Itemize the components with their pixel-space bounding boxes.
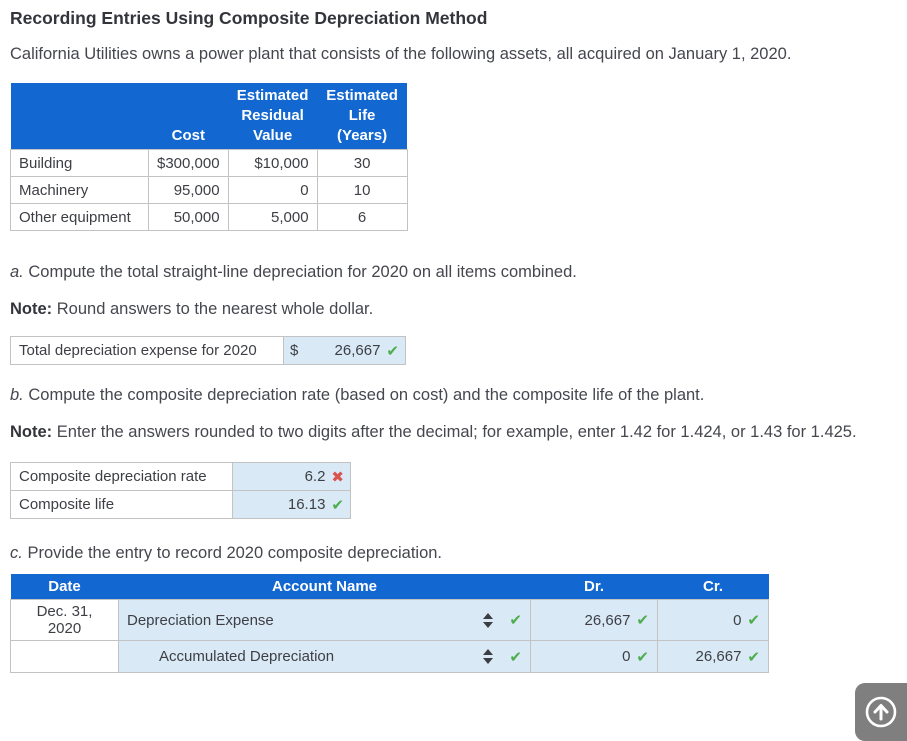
composite-life-input-cell[interactable]: 16.13 ✔	[232, 490, 351, 519]
scroll-to-top-button[interactable]	[855, 683, 907, 741]
note-text: Enter the answers rounded to two digits …	[56, 423, 857, 441]
section-a-letter: a.	[10, 263, 24, 281]
journal-header-cr: Cr.	[657, 574, 769, 600]
correct-check-icon: ✔	[747, 648, 760, 666]
correct-check-icon: ✔	[747, 612, 760, 629]
asset-life: 6	[316, 203, 408, 231]
composite-life-label: Composite life	[10, 490, 233, 519]
section-a-note: Note: Round answers to the nearest whole…	[10, 297, 894, 321]
dropdown-arrows-icon[interactable]	[483, 612, 494, 628]
section-b-heading: b. Compute the composite depreciation ra…	[10, 386, 897, 405]
account-select-cell[interactable]: Depreciation Expense ✔	[118, 599, 531, 641]
note-text: Round answers to the nearest whole dolla…	[56, 300, 374, 318]
journal-date	[10, 640, 119, 673]
debit-input-cell[interactable]: 0 ✔	[530, 640, 658, 673]
assets-table: Cost Estimated Residual Value Estimated …	[10, 83, 408, 231]
table-row: Machinery 95,000 0 10	[10, 176, 408, 204]
credit-value[interactable]: 26,667	[695, 648, 742, 665]
debit-input-cell[interactable]: 26,667 ✔	[530, 599, 658, 641]
journal-header-account: Account Name	[118, 574, 531, 600]
assets-header-life: Estimated Life (Years)	[317, 83, 408, 150]
composite-rate-label: Composite depreciation rate	[10, 462, 233, 491]
debit-value[interactable]: 0	[622, 648, 631, 665]
journal-row-credit: Accumulated Depreciation ✔ 0 ✔ 26,667 ✔	[10, 640, 769, 673]
debit-value[interactable]: 26,667	[584, 611, 631, 629]
account-select-cell[interactable]: Accumulated Depreciation ✔	[118, 640, 531, 673]
section-c-text: Provide the entry to record 2020 composi…	[27, 544, 443, 562]
composite-rate-value[interactable]: 6.2	[304, 468, 326, 485]
table-row: Composite life 16.13 ✔	[10, 490, 351, 519]
depreciation-answer-table: Total depreciation expense for 2020 $ 26…	[10, 336, 406, 365]
answer-row-label: Total depreciation expense for 2020	[10, 336, 284, 365]
correct-check-icon: ✔	[636, 612, 649, 629]
section-b-text: Compute the composite depreciation rate …	[28, 386, 705, 404]
note-label: Note:	[10, 423, 53, 441]
section-b-note: Note: Enter the answers rounded to two d…	[10, 420, 894, 444]
correct-check-icon: ✔	[509, 612, 522, 629]
asset-cost: 95,000	[148, 176, 229, 204]
total-depreciation-value[interactable]: 26,667	[334, 342, 381, 359]
credit-input-cell[interactable]: 26,667 ✔	[657, 640, 769, 673]
currency-symbol: $	[290, 342, 299, 359]
section-c-heading: c. Provide the entry to record 2020 comp…	[10, 544, 897, 563]
note-label: Note:	[10, 300, 53, 318]
problem-content: Recording Entries Using Composite Deprec…	[10, 8, 897, 673]
account-name-value[interactable]: Depreciation Expense	[127, 611, 274, 629]
table-row: Composite depreciation rate 6.2 ✖	[10, 462, 351, 491]
asset-cost: 50,000	[148, 203, 229, 231]
incorrect-x-icon: ✖	[331, 468, 344, 486]
correct-check-icon: ✔	[386, 342, 399, 360]
page-title: Recording Entries Using Composite Deprec…	[10, 8, 488, 28]
asset-name: Building	[10, 149, 149, 177]
section-a-text: Compute the total straight-line deprecia…	[28, 263, 577, 281]
correct-check-icon: ✔	[636, 648, 649, 666]
up-arrow-icon	[865, 696, 897, 728]
credit-input-cell[interactable]: 0 ✔	[657, 599, 769, 641]
asset-life: 10	[316, 176, 408, 204]
asset-residual: $10,000	[227, 149, 318, 177]
table-row: Other equipment 50,000 5,000 6	[10, 203, 408, 231]
composite-answer-table: Composite depreciation rate 6.2 ✖ Compos…	[10, 462, 351, 519]
table-row: Total depreciation expense for 2020 $ 26…	[10, 336, 406, 365]
assets-header-cost: Cost	[148, 83, 229, 150]
journal-entry-table: Date Account Name Dr. Cr. Dec. 31, 2020 …	[10, 574, 769, 673]
asset-cost: $300,000	[148, 149, 229, 177]
journal-header-dr: Dr.	[530, 574, 658, 600]
journal-header-date: Date	[10, 574, 119, 600]
asset-residual: 5,000	[227, 203, 318, 231]
correct-check-icon: ✔	[331, 496, 344, 514]
dropdown-arrows-icon[interactable]	[483, 649, 494, 664]
total-depreciation-input-cell[interactable]: $ 26,667 ✔	[283, 336, 406, 365]
correct-check-icon: ✔	[509, 648, 522, 666]
asset-name: Machinery	[10, 176, 149, 204]
credit-value[interactable]: 0	[733, 611, 742, 629]
intro-paragraph: California Utilities owns a power plant …	[10, 45, 792, 63]
section-a-heading: a. Compute the total straight-line depre…	[10, 263, 897, 282]
assets-header-residual: Estimated Residual Value	[228, 83, 318, 150]
assets-header-item	[10, 83, 149, 150]
composite-rate-input-cell[interactable]: 6.2 ✖	[232, 462, 351, 491]
journal-header-row: Date Account Name Dr. Cr.	[10, 574, 769, 600]
journal-row-debit: Dec. 31, 2020 Depreciation Expense ✔ 26,…	[10, 599, 769, 641]
journal-date: Dec. 31, 2020	[10, 599, 119, 641]
asset-name: Other equipment	[10, 203, 149, 231]
table-row: Building $300,000 $10,000 30	[10, 149, 408, 177]
account-name-value[interactable]: Accumulated Depreciation	[159, 648, 335, 665]
composite-life-value[interactable]: 16.13	[287, 496, 326, 513]
section-b-letter: b.	[10, 386, 24, 404]
section-c-letter: c.	[10, 544, 23, 562]
asset-residual: 0	[227, 176, 318, 204]
assets-header-row: Cost Estimated Residual Value Estimated …	[10, 83, 408, 150]
asset-life: 30	[316, 149, 408, 177]
